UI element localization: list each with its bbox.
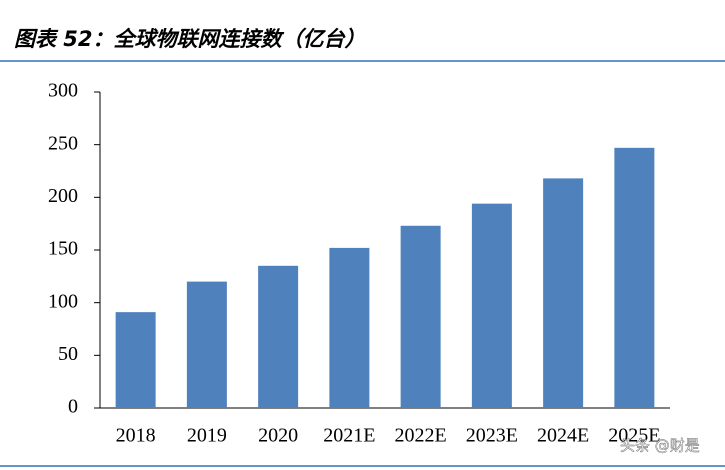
y-tick-label: 0 bbox=[68, 396, 78, 418]
y-tick-label: 300 bbox=[48, 80, 78, 102]
y-tick-label: 250 bbox=[48, 132, 78, 154]
x-tick-label: 2019 bbox=[187, 425, 227, 447]
bar bbox=[329, 247, 370, 408]
watermark: 头条 @财是 bbox=[620, 437, 700, 455]
x-tick-label: 2018 bbox=[116, 425, 156, 447]
y-tick-label: 200 bbox=[48, 185, 78, 207]
x-tick-label: 2020 bbox=[258, 425, 298, 447]
chart-title: 图表 52：全球物联网连接数（亿台） bbox=[14, 27, 366, 51]
y-tick-label: 150 bbox=[48, 238, 78, 260]
bar bbox=[543, 178, 584, 408]
bar bbox=[400, 225, 441, 408]
y-tick-label: 100 bbox=[48, 290, 78, 312]
bar bbox=[471, 203, 512, 408]
bar bbox=[614, 147, 655, 408]
x-tick-label: 2023E bbox=[466, 425, 518, 447]
x-tick-label: 2024E bbox=[537, 425, 589, 447]
y-tick-label: 50 bbox=[58, 343, 78, 365]
bar bbox=[186, 281, 227, 408]
x-tick-label: 2022E bbox=[395, 425, 447, 447]
bar bbox=[115, 312, 156, 408]
x-tick-label: 2021E bbox=[323, 425, 375, 447]
x-tick-label: 2025E bbox=[608, 425, 660, 447]
bar bbox=[258, 265, 299, 408]
